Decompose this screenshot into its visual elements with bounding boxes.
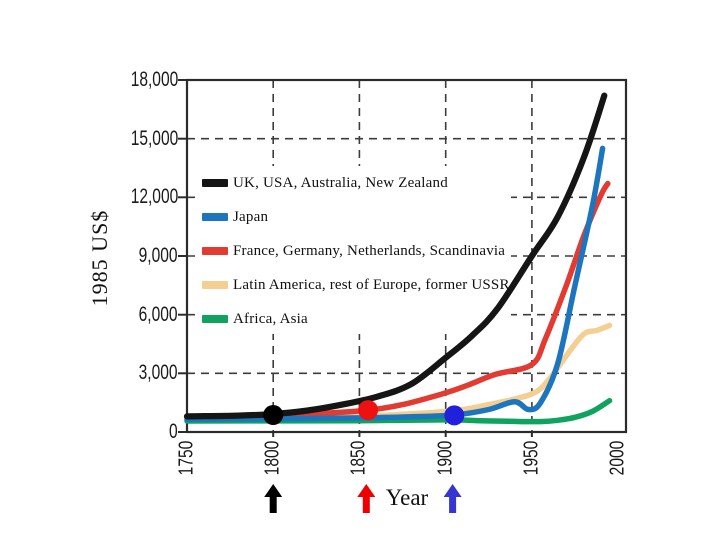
x-tick-label-2000: 2000 (606, 440, 629, 476)
legend-swatch-uk-usa (202, 179, 228, 187)
y-tick-label-9000: 9,000 (139, 244, 178, 267)
legend-swatch-latin-america (202, 281, 228, 289)
legend-background (197, 166, 511, 334)
x-tick-label-1850: 1850 (347, 440, 370, 476)
y-tick-label-15000: 15,000 (130, 127, 178, 150)
legend-item-japan: Japan (202, 206, 510, 228)
legend-label: Africa, Asia (233, 310, 308, 327)
legend-label: Latin America, rest of Europe, former US… (233, 276, 510, 293)
y-tick-label-3000: 3,000 (139, 361, 178, 384)
x-tick-label-1800: 1800 (261, 440, 284, 476)
x-tick-label-1900: 1900 (434, 440, 457, 476)
legend: UK, USA, Australia, New Zealand Japan Fr… (202, 172, 510, 342)
red-takeoff-dot (358, 400, 379, 421)
x-tick-label-1750: 1750 (175, 440, 198, 476)
y-axis-title: 1985 US$ (87, 209, 112, 307)
legend-swatch-japan (202, 213, 228, 221)
legend-item-france-germany: France, Germany, Netherlands, Scandinavi… (202, 240, 510, 262)
blue-arrow-up-icon (443, 484, 462, 513)
legend-item-africa-asia: Africa, Asia (202, 308, 510, 330)
legend-label: Japan (233, 208, 269, 225)
red-arrow-up-icon (357, 484, 376, 513)
y-tick-label-0: 0 (169, 420, 178, 443)
black-arrow-up-icon (264, 484, 283, 513)
x-axis-title: Year (385, 485, 429, 510)
y-tick-label-18000: 18,000 (130, 68, 178, 91)
legend-label: France, Germany, Netherlands, Scandinavi… (233, 242, 506, 259)
x-tick-label-1950: 1950 (520, 440, 543, 476)
legend-swatch-france-germany (202, 247, 228, 255)
y-tick-label-12000: 12,000 (130, 185, 178, 208)
black-takeoff-dot (263, 405, 284, 425)
y-tick-label-6000: 6,000 (139, 303, 178, 326)
series-line-1 (184, 145, 606, 423)
blue-takeoff-dot (444, 405, 465, 426)
legend-item-latin-america: Latin America, rest of Europe, former US… (202, 274, 510, 296)
legend-label: UK, USA, Australia, New Zealand (233, 174, 448, 191)
legend-swatch-africa-asia (202, 315, 228, 323)
series-line-2 (184, 180, 611, 421)
legend-item-uk-usa: UK, USA, Australia, New Zealand (202, 172, 510, 194)
